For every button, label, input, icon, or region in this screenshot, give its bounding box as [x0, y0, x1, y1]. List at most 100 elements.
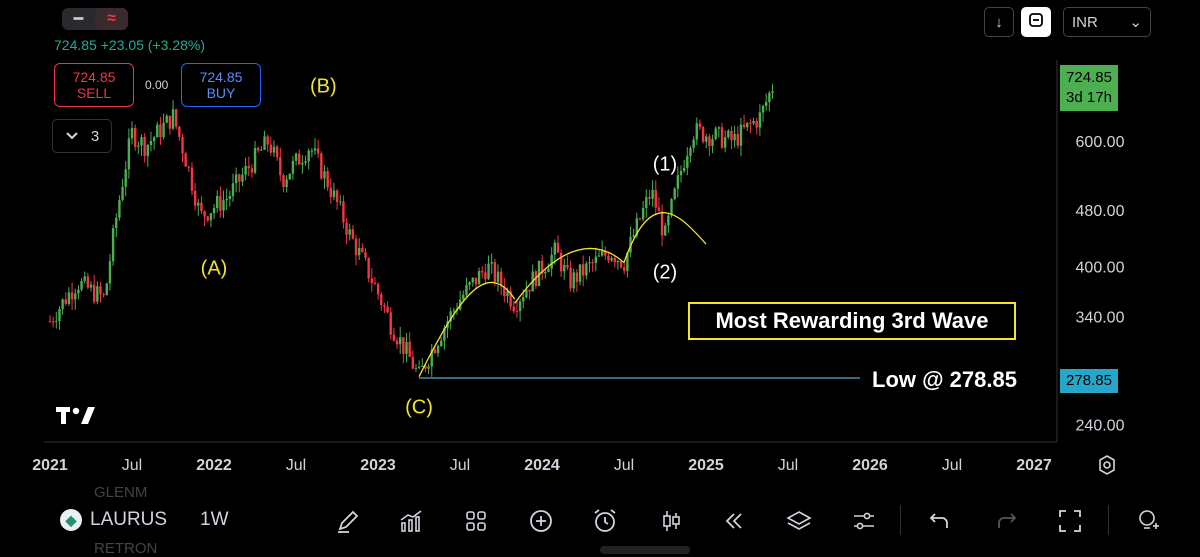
wave-label: (B)	[310, 76, 337, 98]
sell-button[interactable]: 724.85 SELL	[54, 63, 134, 107]
candle-body	[758, 112, 762, 128]
candle-body	[746, 122, 749, 128]
candle-body	[61, 299, 64, 310]
watchlist-prev-symbol[interactable]: GLENM	[94, 484, 148, 501]
wave-labels: (A) (B) (C) (1) (2)	[201, 76, 678, 419]
settings-icon[interactable]	[1097, 455, 1117, 480]
candle-body	[275, 146, 279, 158]
candle-body	[143, 137, 146, 157]
candle-body	[364, 251, 367, 258]
y-tick-label: 400.00	[1076, 259, 1125, 276]
watchlist-next-symbol[interactable]: RETRON	[94, 540, 158, 557]
sliders-icon[interactable]	[846, 503, 882, 539]
candle-body	[77, 289, 80, 294]
indicators-toggle[interactable]: 3	[52, 119, 112, 153]
auto-scale-button[interactable]	[1021, 7, 1051, 37]
x-tick-label: Jul	[122, 457, 142, 474]
candle-body	[487, 263, 490, 280]
currency-select[interactable]: INR ⌄	[1063, 7, 1151, 37]
candle-body	[149, 141, 153, 146]
candle-body	[108, 261, 112, 284]
candle-body	[168, 115, 172, 129]
candle-body	[357, 247, 361, 256]
candle-body	[272, 146, 276, 153]
symbol-selector[interactable]: ◆ LAURUS	[60, 509, 167, 531]
plus-icon[interactable]	[523, 503, 559, 539]
buy-button[interactable]: 724.85 BUY	[181, 63, 261, 107]
candle-body	[351, 229, 355, 239]
candle-body	[83, 276, 86, 282]
pencil-icon[interactable]	[330, 503, 366, 539]
layers-icon[interactable]	[781, 503, 817, 539]
candle-body	[468, 282, 471, 285]
candle-body	[380, 294, 383, 305]
candle-body	[739, 124, 743, 146]
wave-arc	[623, 212, 707, 263]
interval-selector[interactable]: 1W	[200, 509, 229, 530]
tradingview-logo	[56, 402, 100, 433]
candles-icon[interactable]	[653, 503, 689, 539]
sell-price: 724.85	[72, 69, 116, 85]
candle-body	[58, 309, 61, 322]
candle-body	[742, 124, 746, 128]
indicators-count: 3	[90, 127, 100, 145]
candle-body	[225, 198, 228, 201]
wave-arc	[418, 281, 516, 378]
rewind-icon[interactable]	[716, 503, 752, 539]
candle-body	[471, 277, 474, 283]
candle-body	[449, 311, 452, 322]
candle-body	[537, 260, 541, 286]
candle-body	[288, 173, 291, 180]
chevron-down-icon	[65, 128, 79, 145]
undo-icon[interactable]	[922, 503, 958, 539]
candle-body	[266, 136, 269, 145]
candle-body	[171, 109, 175, 129]
candle-body	[64, 299, 67, 304]
candle-body	[219, 195, 222, 211]
x-tick-label: 2024	[524, 457, 560, 474]
candle-body	[484, 272, 487, 280]
candle-body	[607, 255, 610, 261]
candle-body	[569, 267, 572, 289]
candle-body	[383, 304, 386, 307]
candle-body	[651, 189, 654, 199]
candle-body	[342, 201, 345, 223]
candle-body	[301, 162, 304, 165]
candle-body	[326, 171, 329, 188]
candle-body	[373, 282, 377, 285]
chart-mode-toggle[interactable]: ━ ≈	[62, 8, 128, 30]
candle-body	[234, 174, 238, 184]
fullscreen-icon[interactable]	[1052, 503, 1088, 539]
candle-body	[623, 267, 626, 271]
grid-icon[interactable]	[458, 503, 494, 539]
candle-body	[159, 124, 162, 138]
alarm-icon[interactable]	[587, 503, 623, 539]
candle-body	[323, 171, 326, 179]
candle-body	[257, 148, 260, 151]
candle-body	[676, 175, 680, 189]
candle-body	[556, 242, 560, 253]
chart-icon[interactable]	[393, 503, 429, 539]
candle-body	[320, 153, 323, 179]
candle-body	[216, 195, 219, 209]
candle-body	[421, 365, 424, 367]
redo-icon[interactable]	[988, 503, 1024, 539]
candle-body	[417, 366, 421, 368]
minus-icon[interactable]: ━	[73, 11, 84, 28]
last-price-badge: 724.85 3d 17h	[1060, 65, 1118, 111]
wave-label: (A)	[201, 257, 228, 279]
candle-body	[285, 179, 288, 188]
x-tick-label: Jul	[614, 457, 634, 474]
x-tick-label: 2026	[852, 457, 888, 474]
candle-body	[493, 262, 497, 283]
wave-icon[interactable]: ≈	[95, 8, 128, 30]
candle-body	[124, 169, 127, 187]
candle-body	[184, 153, 187, 167]
arrow-down-icon: ↓	[995, 13, 1003, 31]
scroll-down-button[interactable]: ↓	[984, 7, 1014, 37]
candle-body	[238, 174, 241, 182]
candle-body	[203, 211, 206, 217]
bulb-icon[interactable]	[1130, 503, 1166, 539]
candle-body	[667, 215, 670, 226]
